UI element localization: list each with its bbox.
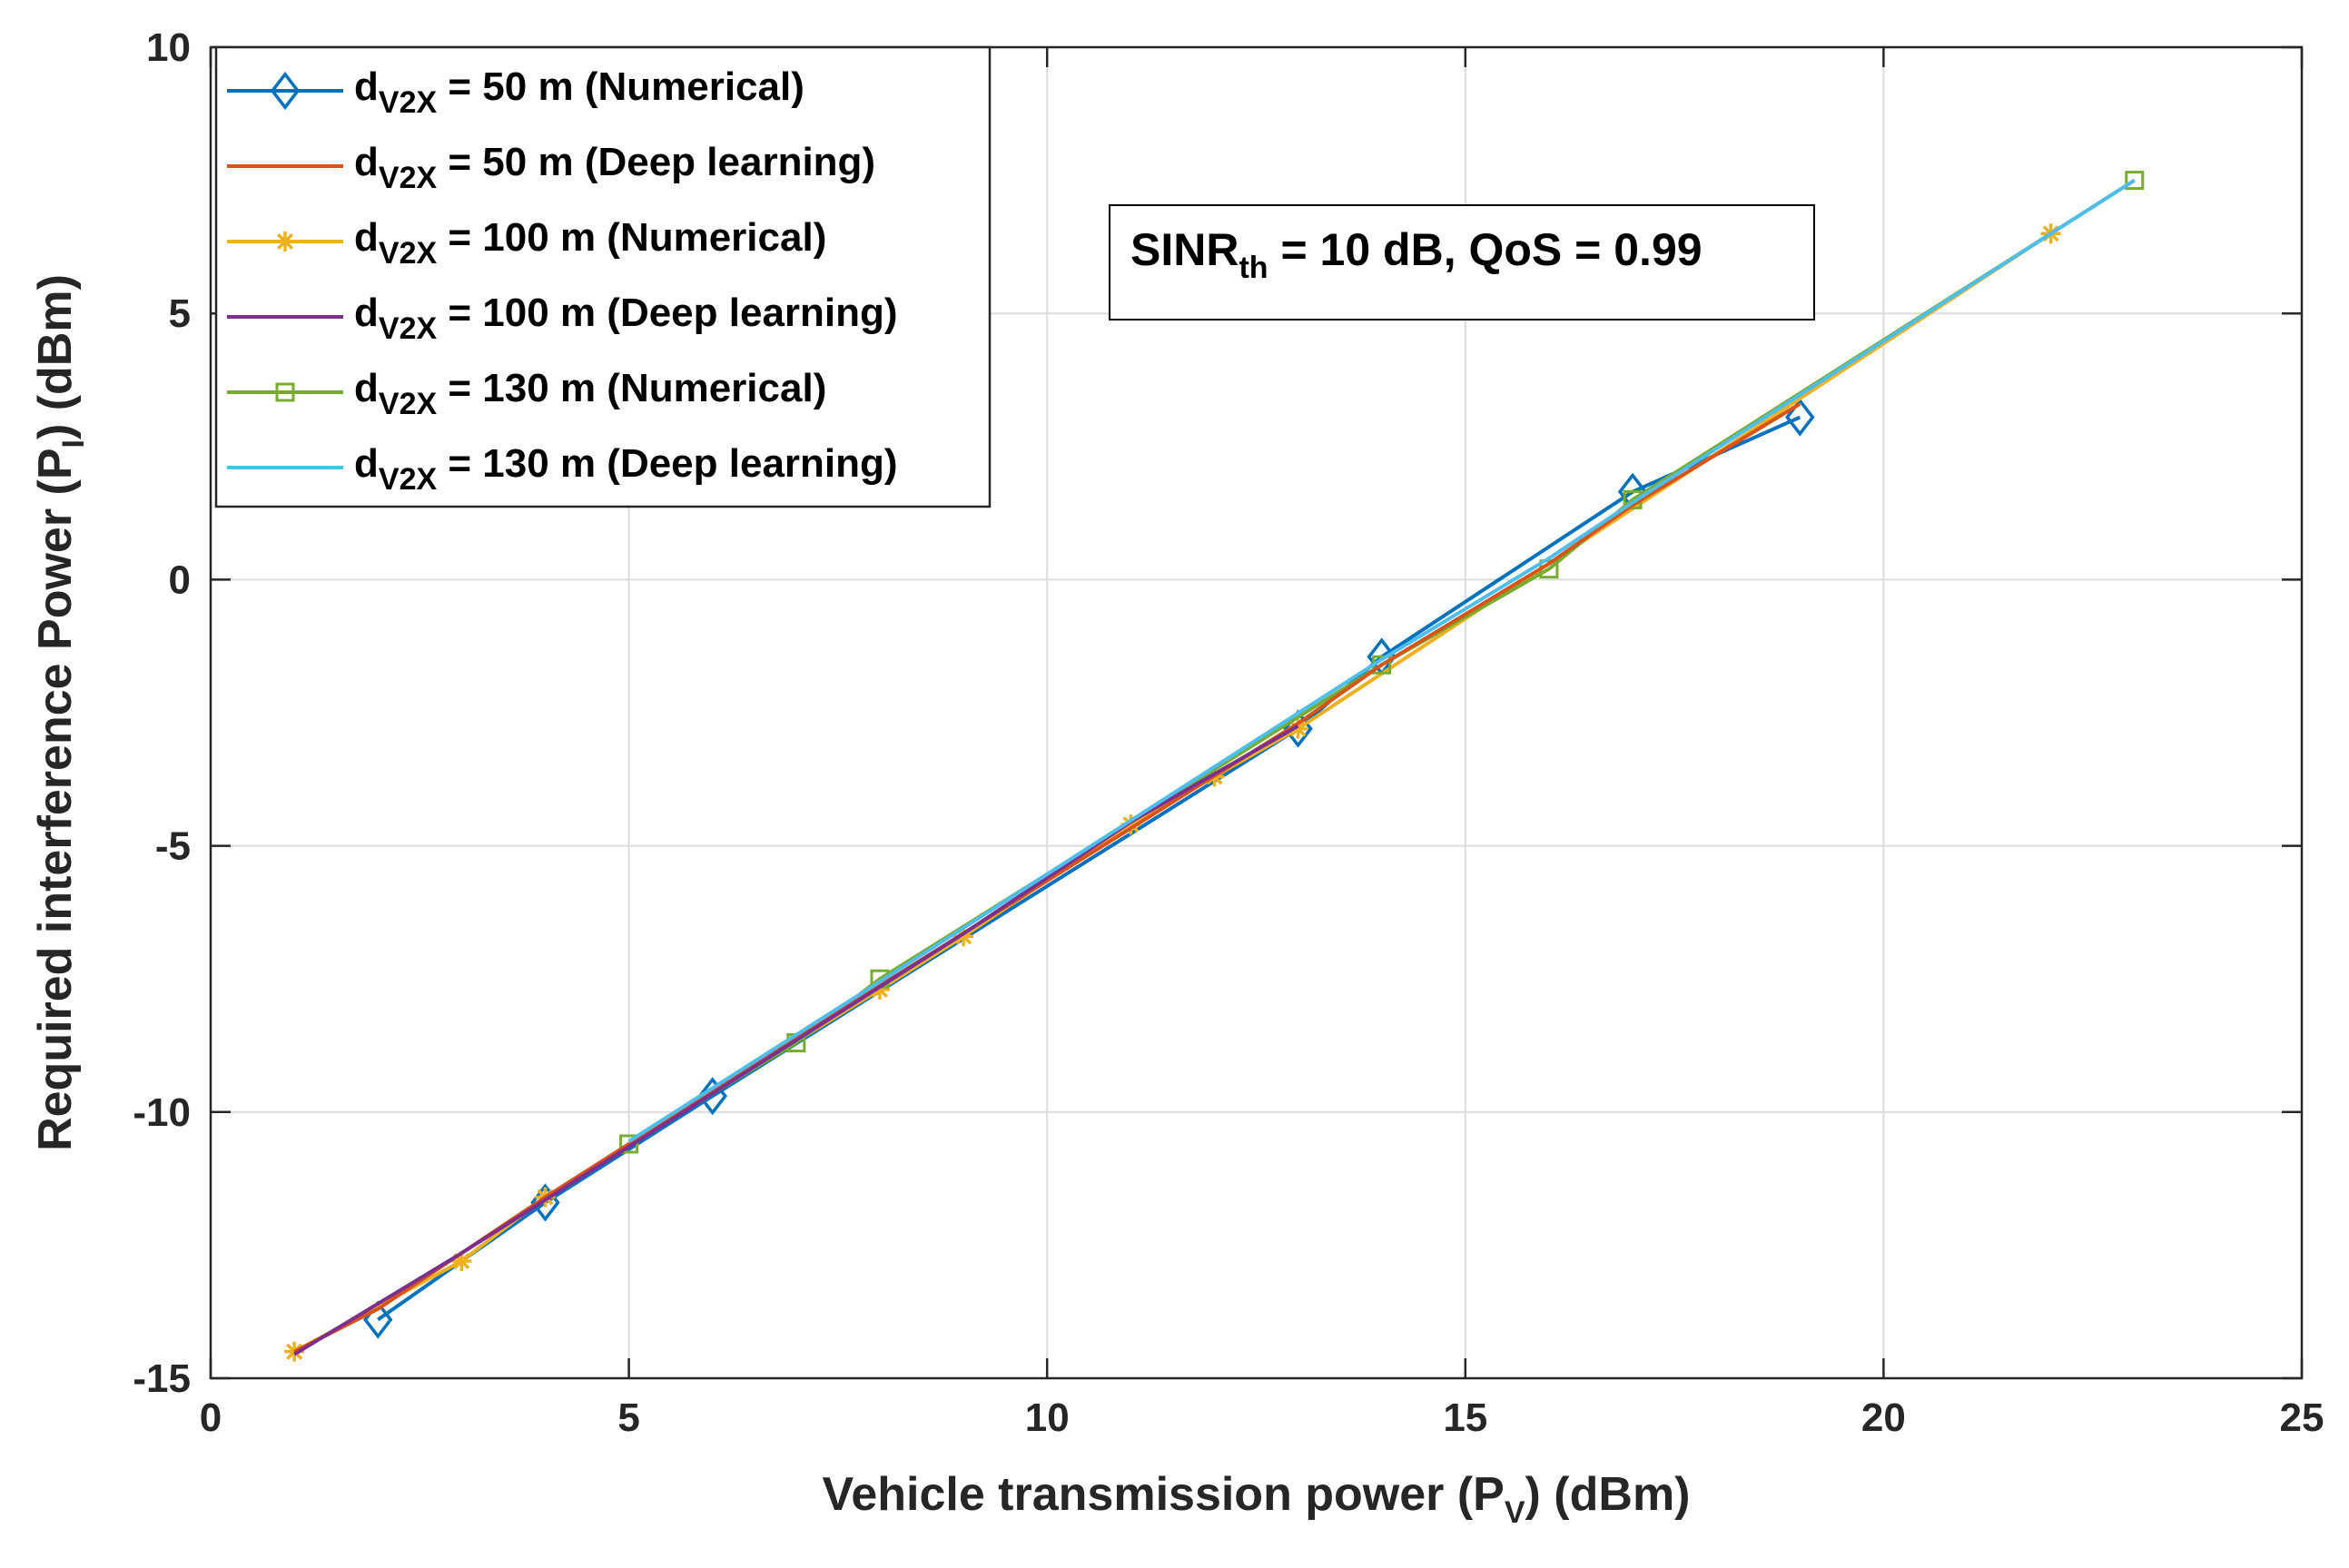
legend-label-sub: V2X bbox=[379, 161, 438, 195]
legend-label-main: d bbox=[354, 441, 379, 486]
legend-label: dV2X = 50 m (Deep learning) bbox=[354, 140, 875, 195]
y-tick-label: -5 bbox=[155, 824, 191, 869]
legend-item: dV2X = 130 m (Numerical) bbox=[227, 366, 826, 421]
legend-label: dV2X = 100 m (Numerical) bbox=[354, 215, 826, 271]
plot-area-frame bbox=[209, 45, 2304, 1380]
x-tick-label: 0 bbox=[200, 1395, 222, 1440]
legend-label: dV2X = 50 m (Numerical) bbox=[354, 64, 804, 120]
y-tick-label: -10 bbox=[133, 1090, 191, 1135]
marker-stroke bbox=[1289, 720, 1307, 737]
legend: dV2X = 50 m (Numerical)dV2X = 50 m (Deep… bbox=[214, 45, 992, 508]
legend-label-tail: = 100 m (Deep learning) bbox=[437, 291, 897, 335]
y-tick-label: 0 bbox=[169, 557, 191, 602]
series-3 bbox=[293, 724, 1299, 1356]
legend-label-main: d bbox=[354, 140, 379, 184]
series-5 bbox=[627, 178, 2136, 1143]
data-point-diamond bbox=[697, 1077, 727, 1116]
annotation-text: SINRth = 10 dB, QoS = 0.99 bbox=[1130, 224, 1703, 285]
legend-item: dV2X = 130 m (Deep learning) bbox=[227, 441, 898, 497]
legend-label-tail: = 130 m (Numerical) bbox=[437, 366, 826, 410]
series-line bbox=[377, 415, 1801, 1322]
marker-stroke bbox=[453, 1252, 470, 1270]
legend-item: dV2X = 100 m (Deep learning) bbox=[227, 291, 898, 346]
legend-label-sub: V2X bbox=[379, 387, 438, 421]
legend-label-tail: = 50 m (Deep learning) bbox=[437, 140, 875, 184]
annotation-box: SINRth = 10 dB, QoS = 0.99 bbox=[1109, 204, 1815, 321]
x-axis-title: Vehicle transmission power (PV) (dBm) bbox=[823, 1468, 1691, 1530]
legend-item: dV2X = 100 m (Numerical) bbox=[227, 215, 826, 271]
series-0 bbox=[363, 398, 1815, 1339]
x-tick-label: 25 bbox=[2280, 1395, 2324, 1440]
series-line bbox=[293, 724, 1299, 1356]
legend-item: dV2X = 50 m (Deep learning) bbox=[227, 140, 875, 195]
y-axis-title: Required interference Power (PI) (dBm) bbox=[29, 274, 91, 1151]
legend-label-sub: V2X bbox=[379, 85, 438, 120]
series-line bbox=[627, 178, 2136, 1143]
x-tick-label: 10 bbox=[1025, 1395, 1070, 1440]
legend-label-main: d bbox=[354, 291, 379, 335]
legend-label: dV2X = 130 m (Deep learning) bbox=[354, 441, 898, 497]
legend-label: dV2X = 130 m (Numerical) bbox=[354, 366, 826, 421]
data-point-diamond bbox=[1785, 398, 1815, 437]
x-tick-label: 5 bbox=[617, 1395, 639, 1440]
legend-marker bbox=[275, 232, 295, 251]
y-tick-label: -15 bbox=[133, 1356, 191, 1401]
legend-frame bbox=[214, 45, 992, 508]
legend-label-sub: V2X bbox=[379, 236, 438, 271]
y-tick-label: 10 bbox=[146, 25, 191, 70]
plot-series bbox=[284, 171, 2145, 1362]
legend-label-tail: = 130 m (Deep learning) bbox=[437, 441, 897, 486]
data-point-square bbox=[619, 1134, 639, 1154]
data-point-square bbox=[2125, 171, 2145, 191]
legend-label-main: d bbox=[354, 215, 379, 260]
legend-label: dV2X = 100 m (Deep learning) bbox=[354, 291, 898, 346]
x-tick-label: 20 bbox=[1861, 1395, 1906, 1440]
legend-item: dV2X = 50 m (Numerical) bbox=[227, 64, 804, 120]
legend-label-tail: = 50 m (Numerical) bbox=[437, 64, 804, 109]
legend-label-main: d bbox=[354, 64, 379, 109]
y-tick-label: 5 bbox=[169, 291, 191, 336]
x-tick-label: 15 bbox=[1443, 1395, 1487, 1440]
marker-stroke bbox=[276, 232, 294, 251]
legend-label-main: d bbox=[354, 366, 379, 410]
legend-label-tail: = 100 m (Numerical) bbox=[437, 215, 826, 260]
legend-label-sub: V2X bbox=[379, 462, 438, 497]
legend-label-sub: V2X bbox=[379, 311, 438, 346]
legend-marker bbox=[270, 71, 301, 111]
annotation-frame bbox=[1109, 204, 1815, 321]
legend-marker bbox=[275, 382, 295, 402]
